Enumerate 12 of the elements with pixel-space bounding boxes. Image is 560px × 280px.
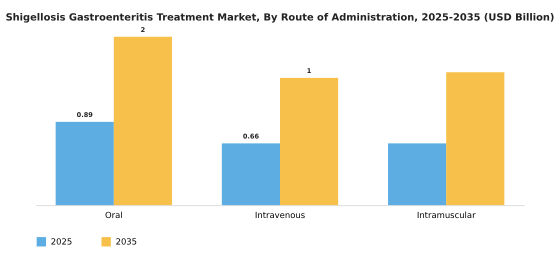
bar bbox=[446, 72, 504, 206]
bar bbox=[222, 143, 280, 206]
bar bbox=[114, 36, 172, 206]
x-tick-label: Intravenous bbox=[254, 210, 306, 220]
legend-label: 2035 bbox=[116, 236, 138, 247]
chart-title: Shigellosis Gastroenteritis Treatment Market, By Route of Administration, 2025-2035 (USD Billion) bbox=[6, 12, 554, 24]
x-tick-label: Oral bbox=[105, 210, 123, 220]
legend-label: 2025 bbox=[50, 236, 72, 247]
x-tick-label: Intramuscular bbox=[416, 210, 476, 220]
bar bbox=[56, 122, 114, 206]
bar bbox=[280, 78, 338, 206]
bar bbox=[388, 143, 446, 206]
